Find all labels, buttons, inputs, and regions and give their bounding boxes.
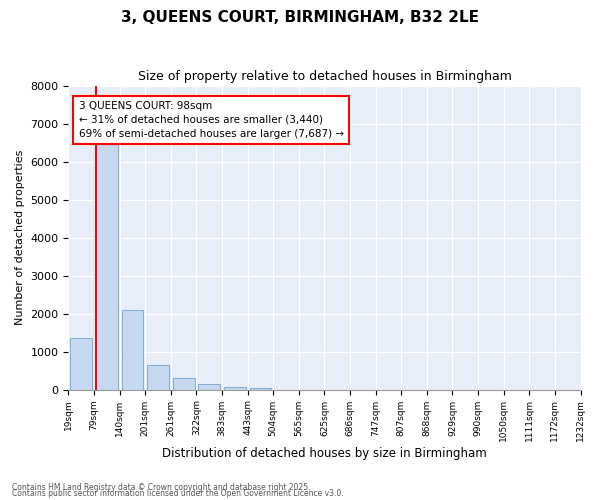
- Text: Contains HM Land Registry data © Crown copyright and database right 2025.: Contains HM Land Registry data © Crown c…: [12, 484, 311, 492]
- Title: Size of property relative to detached houses in Birmingham: Size of property relative to detached ho…: [137, 70, 511, 83]
- Bar: [224, 386, 246, 390]
- X-axis label: Distribution of detached houses by size in Birmingham: Distribution of detached houses by size …: [162, 447, 487, 460]
- Y-axis label: Number of detached properties: Number of detached properties: [15, 150, 25, 326]
- Bar: [250, 388, 271, 390]
- Bar: [96, 137, 118, 390]
- Bar: [173, 378, 194, 390]
- Bar: [147, 365, 169, 390]
- Bar: [70, 338, 92, 390]
- Bar: [199, 384, 220, 390]
- Bar: [122, 310, 143, 390]
- Text: 3 QUEENS COURT: 98sqm
← 31% of detached houses are smaller (3,440)
69% of semi-d: 3 QUEENS COURT: 98sqm ← 31% of detached …: [79, 101, 344, 139]
- Text: Contains public sector information licensed under the Open Government Licence v3: Contains public sector information licen…: [12, 490, 344, 498]
- Text: 3, QUEENS COURT, BIRMINGHAM, B32 2LE: 3, QUEENS COURT, BIRMINGHAM, B32 2LE: [121, 10, 479, 25]
